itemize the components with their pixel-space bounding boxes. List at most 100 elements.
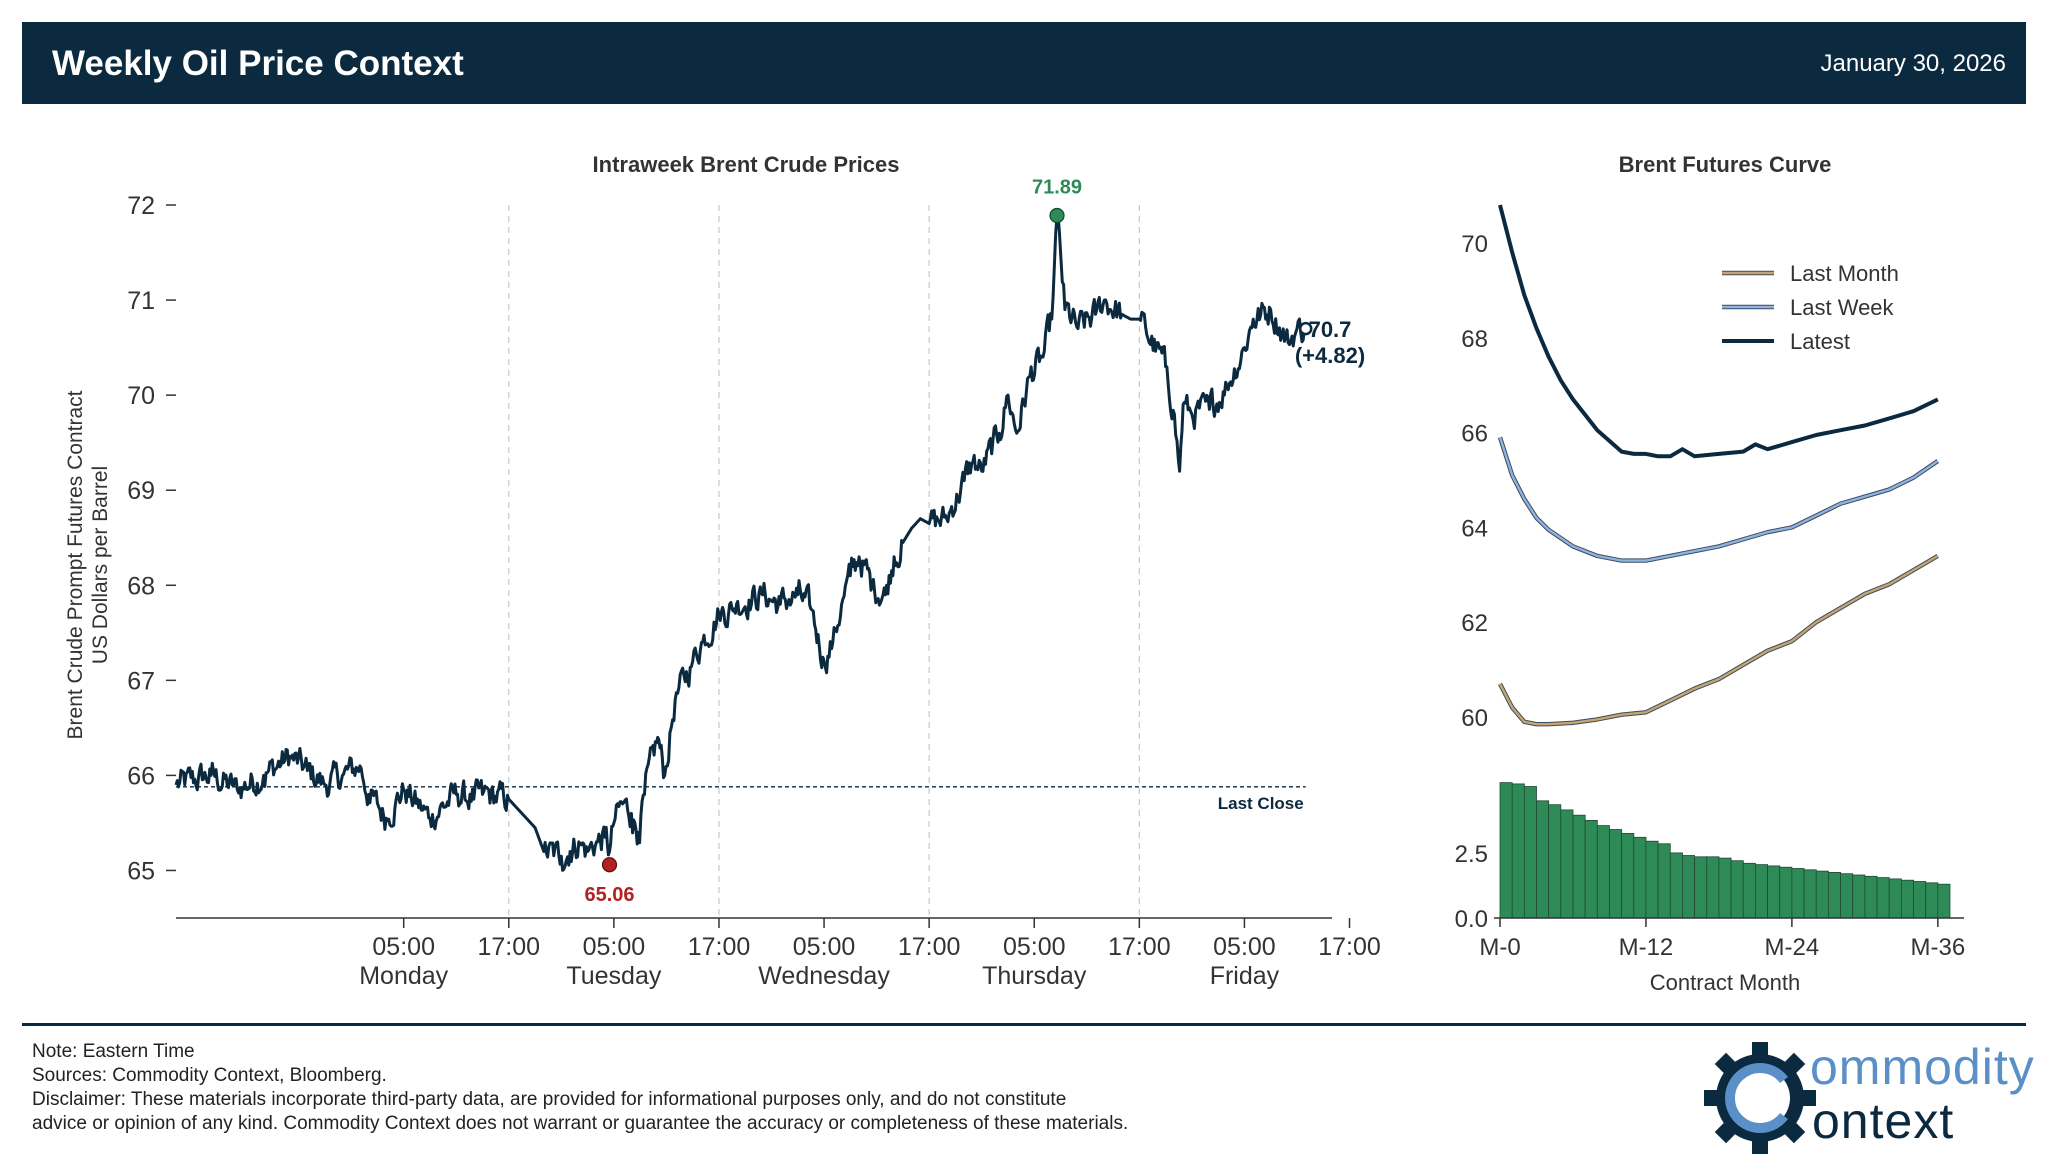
brent-price-line <box>174 214 1308 872</box>
spread-bar-30 <box>1864 875 1878 919</box>
x-tick-day-2: Tuesday <box>566 962 661 990</box>
spread-bar-26 <box>1815 870 1829 919</box>
high-price-marker <box>1049 207 1065 224</box>
spread-bar-32 <box>1888 878 1902 919</box>
spread-bar-27 <box>1828 872 1842 919</box>
footer-disclaimer-line-1: Disclaimer: These materials incorporate … <box>32 1089 1067 1110</box>
spread-bar-17 <box>1706 856 1720 919</box>
bar-y-tick-0: 0.0 <box>1455 906 1488 933</box>
x-tick-time-0: 05:00 <box>372 933 435 961</box>
low-price-label: 65.06 <box>584 884 634 906</box>
logo-word-commodity: ommodity <box>1810 1039 2035 1095</box>
curve-outline-0 <box>1498 554 1939 727</box>
low-price-marker <box>601 857 618 873</box>
footer-disclaimer-line-2: advice or opinion of any kind. Commodity… <box>32 1113 1129 1134</box>
y-label-line-1: Brent Crude Prompt Futures Contract <box>64 390 87 739</box>
spread-bar-5 <box>1560 809 1574 919</box>
spread-bar-8 <box>1596 825 1610 919</box>
y-tick-label-3: 68 <box>127 572 155 600</box>
spread-bar-7 <box>1584 820 1598 919</box>
curve-y-tick-5: 70 <box>1461 231 1488 258</box>
y-tick-label-7: 72 <box>127 192 155 220</box>
spread-bar-18 <box>1718 857 1732 919</box>
curve-x-tick-label-3: M-36 <box>1910 934 1965 961</box>
curve-y-tick-1: 62 <box>1461 610 1488 637</box>
x-tick-time-8: 05:00 <box>1213 933 1276 961</box>
spread-bar-15 <box>1682 855 1696 919</box>
curve-y-tick-2: 64 <box>1461 515 1488 542</box>
curve-x-tick-label-1: M-12 <box>1619 934 1674 961</box>
curve-y-tick-0: 60 <box>1461 705 1488 732</box>
x-tick-day-4: Wednesday <box>758 962 890 990</box>
logo-word-context: ontext <box>1812 1093 1955 1149</box>
spread-bar-9 <box>1609 829 1623 919</box>
curve-line-0 <box>1498 554 1939 726</box>
spread-bar-34 <box>1913 881 1927 919</box>
last-close-label: Last Close <box>1218 794 1304 813</box>
curve-line-2 <box>1498 204 1939 459</box>
x-tick-time-7: 17:00 <box>1108 933 1171 961</box>
last-price-label: 70.7 <box>1309 317 1352 342</box>
spread-bar-28 <box>1840 873 1854 919</box>
spread-bar-13 <box>1657 843 1671 919</box>
curve-y-tick-3: 66 <box>1461 421 1488 448</box>
spread-bar-10 <box>1621 833 1635 919</box>
spread-bar-36 <box>1937 883 1951 919</box>
intraweek-y-axis-label: Brent Crude Prompt Futures ContractUS Do… <box>64 390 112 739</box>
spread-bar-6 <box>1572 814 1586 919</box>
legend-label-2: Latest <box>1790 329 1850 354</box>
header-bar: Weekly Oil Price Context January 30, 202… <box>22 22 2026 104</box>
x-tick-time-9: 17:00 <box>1318 933 1381 961</box>
spread-bar-12 <box>1645 840 1659 919</box>
x-tick-day-0: Monday <box>359 962 448 990</box>
y-tick-label-2: 67 <box>127 667 155 695</box>
curve-x-tick-label-2: M-24 <box>1765 934 1820 961</box>
y-tick-label-1: 66 <box>127 762 155 790</box>
commodity-context-logo: ommodity ontext <box>1700 1030 2034 1165</box>
spread-bar-21 <box>1755 864 1769 919</box>
futures-curve-title: Brent Futures Curve <box>1619 152 1832 177</box>
y-tick-label-0: 65 <box>127 857 155 885</box>
spread-bar-20 <box>1742 862 1756 919</box>
spread-bar-22 <box>1767 865 1781 919</box>
spread-bar-16 <box>1694 856 1708 919</box>
y-tick-label-4: 69 <box>127 477 155 505</box>
intraweek-chart-title: Intraweek Brent Crude Prices <box>593 152 900 177</box>
spread-bar-25 <box>1803 869 1817 919</box>
spread-bar-31 <box>1876 877 1890 919</box>
spread-bar-19 <box>1730 860 1744 919</box>
x-tick-time-1: 17:00 <box>478 933 541 961</box>
spread-bar-0 <box>1499 782 1513 919</box>
curve-line-1 <box>1498 436 1939 562</box>
curve-x-tick-label-0: M-0 <box>1479 934 1520 961</box>
spread-bar-3 <box>1536 800 1550 919</box>
footer-notes: Note: Eastern Time Sources: Commodity Co… <box>32 1040 1128 1136</box>
footer-divider <box>22 1023 2026 1026</box>
spread-bar-35 <box>1925 882 1939 919</box>
last-price-marker <box>1298 321 1313 336</box>
x-tick-day-8: Friday <box>1210 962 1280 990</box>
legend-label-0: Last Month <box>1790 261 1899 286</box>
spread-bar-23 <box>1779 866 1793 919</box>
spread-bar-29 <box>1852 874 1866 919</box>
x-tick-time-3: 17:00 <box>688 933 751 961</box>
gear-icon <box>1704 1042 1816 1154</box>
page-title: Weekly Oil Price Context <box>52 44 464 83</box>
x-tick-time-6: 05:00 <box>1003 933 1066 961</box>
spread-bar-11 <box>1633 836 1647 919</box>
spread-bar-33 <box>1901 879 1915 919</box>
legend-label-1: Last Week <box>1790 295 1895 320</box>
report-date: January 30, 2026 <box>1820 50 2006 77</box>
y-tick-label-5: 70 <box>127 382 155 410</box>
y-label-line-2: US Dollars per Barrel <box>89 466 112 664</box>
x-tick-day-6: Thursday <box>982 962 1087 990</box>
spread-bar-4 <box>1548 804 1562 919</box>
x-tick-time-4: 05:00 <box>793 933 856 961</box>
spread-bar-1 <box>1511 783 1525 919</box>
footer-sources: Sources: Commodity Context, Bloomberg. <box>32 1065 387 1086</box>
x-tick-time-5: 17:00 <box>898 933 961 961</box>
curve-y-tick-4: 68 <box>1461 326 1488 353</box>
x-tick-time-2: 05:00 <box>583 933 646 961</box>
high-price-label: 71.89 <box>1032 176 1082 198</box>
